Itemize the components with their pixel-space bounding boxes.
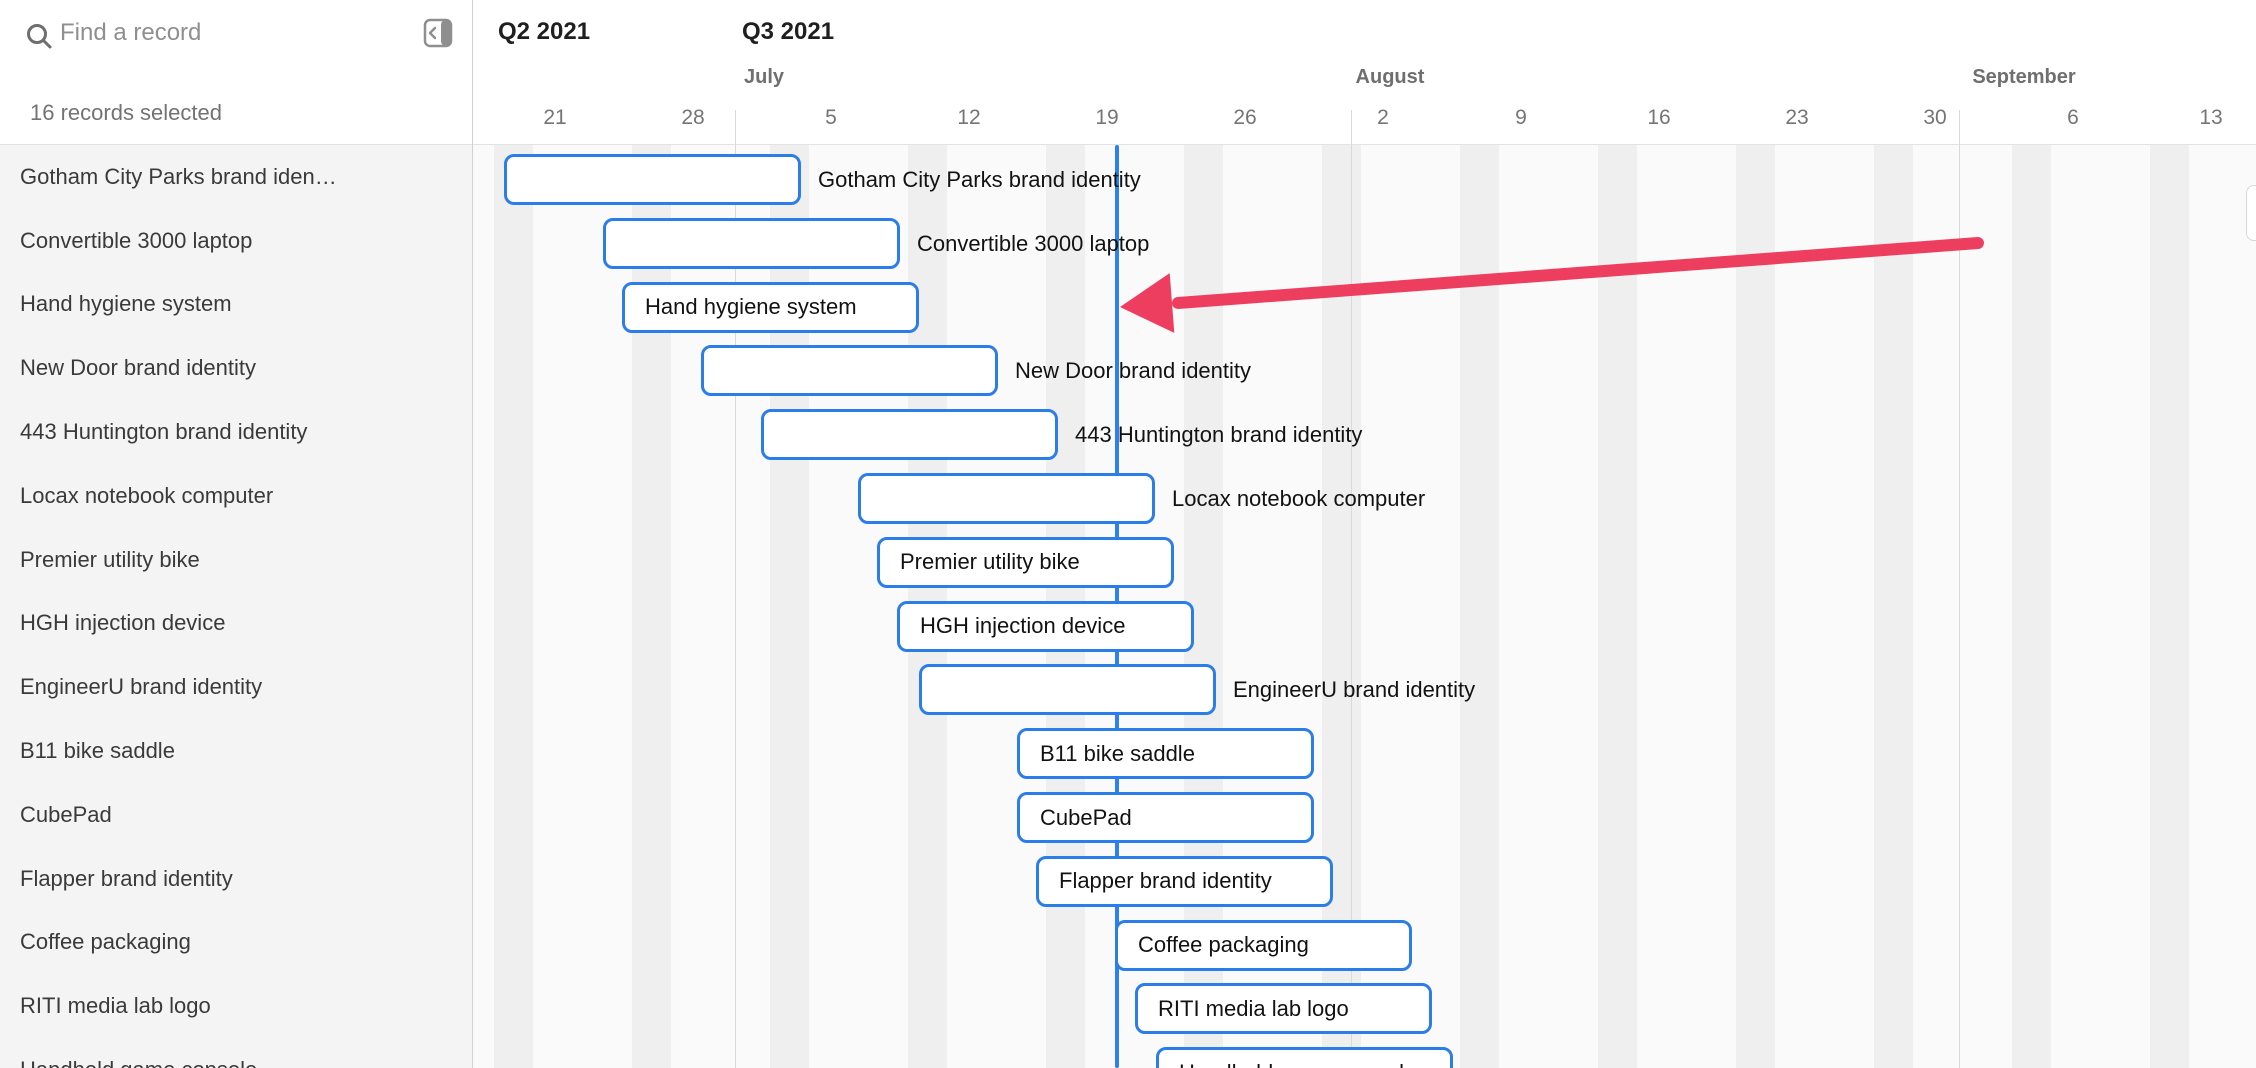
gantt-bar[interactable]: RITI media lab logo <box>1135 983 1432 1035</box>
record-list-item[interactable]: Convertible 3000 laptop <box>20 227 253 253</box>
date-tick-label: 19 <box>1095 106 1119 129</box>
gantt-bar[interactable]: B11 bike saddle <box>1017 728 1314 780</box>
month-label: July <box>743 66 785 88</box>
record-list-item[interactable]: Locax notebook computer <box>20 482 274 508</box>
month-boundary-line <box>1351 110 1352 1068</box>
record-sidebar: 16 records selected Gotham City Parks br… <box>0 0 473 1068</box>
jump-to-today-button[interactable] <box>2246 185 2256 241</box>
record-list-item[interactable]: Coffee packaging <box>20 929 191 955</box>
record-list-item[interactable]: CubePad <box>20 801 112 827</box>
quarter-label: Q2 2021 <box>498 18 591 45</box>
date-tick-label: 16 <box>1647 106 1671 129</box>
gantt-bar[interactable] <box>603 217 900 269</box>
record-list-item[interactable]: Gotham City Parks brand iden… <box>20 163 337 189</box>
gantt-bar[interactable]: Flapper brand identity <box>1036 855 1333 907</box>
weekend-stripe <box>1874 0 1913 1068</box>
date-tick-label: 9 <box>1515 106 1527 129</box>
weekend-stripe <box>2012 0 2051 1068</box>
gantt-bar-label: Hand hygiene system <box>645 294 857 320</box>
month-boundary-line <box>1959 110 1960 1068</box>
gantt-bar-label: Flapper brand identity <box>1059 868 1272 894</box>
gantt-bar-label: 443 Huntington brand identity <box>1075 422 1363 448</box>
gantt-bar[interactable]: HGH injection device <box>897 600 1194 652</box>
date-tick-label: 2 <box>1377 106 1389 129</box>
month-label: September <box>1972 66 2076 88</box>
date-tick-label: 5 <box>825 106 837 129</box>
gantt-bar-label: Locax notebook computer <box>1172 486 1426 511</box>
gantt-bar[interactable] <box>504 154 801 205</box>
record-list-item[interactable]: EngineerU brand identity <box>20 674 263 700</box>
search-row <box>0 0 472 66</box>
date-tick-label: 23 <box>1785 106 1809 129</box>
date-tick-label: 12 <box>957 106 981 129</box>
gantt-bar-label: Coffee packaging <box>1138 932 1309 958</box>
weekend-stripe <box>1460 0 1499 1068</box>
quarter-label: Q3 2021 <box>742 18 835 45</box>
record-list-item[interactable]: Flapper brand identity <box>20 865 233 891</box>
gantt-bar[interactable]: CubePad <box>1017 792 1314 843</box>
weekend-stripe <box>1322 0 1361 1068</box>
search-icon <box>27 24 52 49</box>
gantt-bar-label: RITI media lab logo <box>1158 995 1349 1021</box>
gantt-bar[interactable]: Handheld game console <box>1156 1047 1453 1068</box>
record-list-item[interactable]: B11 bike saddle <box>20 738 175 764</box>
gantt-bar-label: Gotham City Parks brand identity <box>818 167 1141 192</box>
weekend-stripe <box>2150 0 2189 1068</box>
collapse-sidebar-button[interactable] <box>420 16 456 52</box>
record-list-item[interactable]: Premier utility bike <box>20 546 200 572</box>
sidebar-header: 16 records selected <box>0 0 472 145</box>
gantt-bar-label: CubePad <box>1040 804 1132 830</box>
gantt-bar-label: EngineerU brand identity <box>1233 677 1476 703</box>
date-tick-label: 30 <box>1923 106 1947 129</box>
record-list-item[interactable]: Hand hygiene system <box>20 291 232 317</box>
date-tick-label: 28 <box>681 106 705 129</box>
gantt-bar-label: New Door brand identity <box>1015 358 1252 384</box>
date-tick-label: 13 <box>2199 106 2223 129</box>
date-tick-label: 26 <box>1233 106 1257 129</box>
gantt-bar[interactable]: Coffee packaging <box>1115 919 1412 971</box>
collapse-panel-icon <box>423 18 453 47</box>
record-list-item[interactable]: 443 Huntington brand identity <box>20 419 308 445</box>
timeline-header: Q2 2021 Q3 2021 July August September 21 28 5… <box>473 0 2256 145</box>
gantt-bar[interactable]: Premier utility bike <box>877 536 1174 588</box>
search-input[interactable] <box>60 12 360 54</box>
gantt-bar[interactable] <box>858 473 1155 524</box>
gantt-bar-label: Handheld game console <box>1159 1060 1416 1068</box>
weekend-stripe <box>1736 0 1775 1068</box>
records-selected-label: 16 records selected <box>30 100 222 125</box>
gantt-bar-label: HGH injection device <box>920 613 1126 639</box>
gantt-bar[interactable] <box>701 345 998 397</box>
record-list: Gotham City Parks brand iden… Convertible… <box>0 145 472 1068</box>
record-list-item[interactable]: HGH injection device <box>20 610 226 636</box>
weekend-stripe <box>908 0 947 1068</box>
gantt-bar-label: B11 bike saddle <box>1040 740 1195 766</box>
record-list-item[interactable]: Handheld game console <box>0 1038 472 1068</box>
weekend-stripe <box>1598 0 1637 1068</box>
gantt-chart: Q2 2021 Q3 2021 July August September 21 28 5… <box>473 0 2256 1068</box>
date-tick-label: 21 <box>543 106 567 129</box>
month-label: August <box>1355 66 1425 88</box>
gantt-bar[interactable] <box>919 664 1216 716</box>
record-list-item[interactable]: RITI media lab logo <box>20 993 211 1019</box>
gantt-bar[interactable] <box>761 409 1058 461</box>
record-list-item[interactable]: New Door brand identity <box>20 355 257 381</box>
weekend-stripe <box>1184 0 1223 1068</box>
gantt-bar-label: Premier utility bike <box>900 549 1080 575</box>
gantt-bar[interactable]: Hand hygiene system <box>622 281 919 333</box>
gantt-bar-label: Convertible 3000 laptop <box>917 230 1150 256</box>
month-boundary-line <box>735 110 736 1068</box>
date-tick-label: 6 <box>2067 106 2079 129</box>
